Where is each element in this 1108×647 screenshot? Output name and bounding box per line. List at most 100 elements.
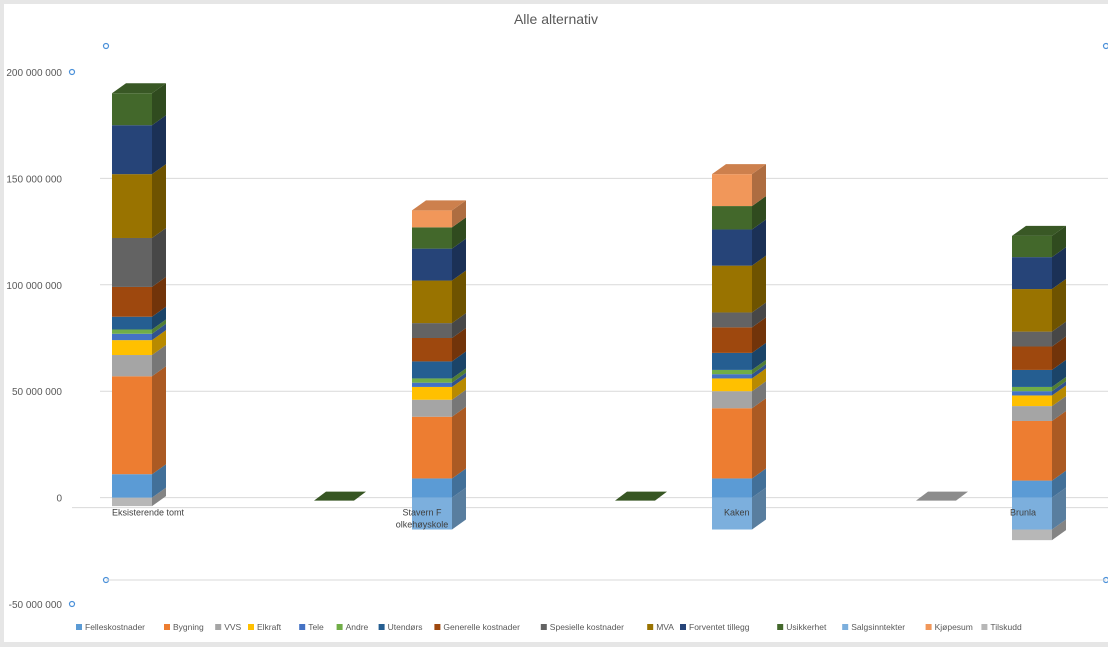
bar-stack <box>1012 226 1066 540</box>
bar-front <box>412 387 452 400</box>
bar-segment <box>1012 411 1066 481</box>
bar-front <box>412 478 452 497</box>
bar-front <box>712 370 752 374</box>
legend-label: MVA <box>656 622 674 632</box>
legend-label: Tilskudd <box>990 622 1022 632</box>
bar-front <box>412 227 452 248</box>
legend-swatch <box>248 624 254 630</box>
bar-segment <box>712 398 766 478</box>
bar-front <box>712 229 752 265</box>
legend-swatch <box>434 624 440 630</box>
legend-label: Bygning <box>173 622 204 632</box>
bar-front <box>112 287 152 317</box>
bar-front <box>412 323 452 338</box>
selection-handle <box>70 602 75 607</box>
bar-segment <box>112 366 166 474</box>
x-tick-label: Brunla <box>1010 508 1036 518</box>
bar-front <box>1012 391 1052 395</box>
legend-item: Generelle kostnader <box>434 622 520 632</box>
bar-front <box>112 93 152 125</box>
bar-front <box>712 174 752 206</box>
legend-item: Salgsinntekter <box>842 622 905 632</box>
y-tick-label: 100 000 000 <box>6 281 62 292</box>
legend-label: Andre <box>346 622 369 632</box>
legend-label: Spesielle kostnader <box>550 622 624 632</box>
x-tick-label: Kaken <box>724 508 750 518</box>
legend-label: Kjøpesum <box>935 622 973 632</box>
legend-label: Generelle kostnader <box>443 622 520 632</box>
bar-front <box>412 338 452 361</box>
legend-swatch <box>981 624 987 630</box>
bar-front <box>1012 406 1052 421</box>
bar-front <box>112 238 152 287</box>
bar-front <box>712 312 752 327</box>
bar-side <box>752 256 766 313</box>
bar-stack <box>712 164 766 529</box>
y-tick-label: 200 000 000 <box>6 68 62 79</box>
legend-label: Usikkerhet <box>786 622 827 632</box>
y-tick-label: 0 <box>56 494 62 505</box>
bar-front <box>112 125 152 174</box>
chart-background <box>4 4 1108 642</box>
bar-side <box>152 115 166 174</box>
selection-handle <box>104 44 109 49</box>
legend-swatch <box>777 624 783 630</box>
bar-front <box>712 206 752 229</box>
bar-segment <box>412 407 466 479</box>
bar-front <box>1012 236 1052 257</box>
bar-front <box>412 417 452 479</box>
bar-stack <box>112 83 166 506</box>
y-tick-label: -50 000 000 <box>9 600 63 611</box>
bar-side <box>152 366 166 474</box>
bar-front <box>1012 370 1052 387</box>
bar-front <box>412 210 452 227</box>
bar-front <box>112 329 152 333</box>
bar-front <box>1012 395 1052 406</box>
bar-side <box>152 228 166 287</box>
bar-front <box>412 378 452 382</box>
bar-front <box>712 408 752 478</box>
y-tick-label: 50 000 000 <box>12 387 62 398</box>
bar-front <box>412 361 452 378</box>
legend-swatch <box>215 624 221 630</box>
bar-front <box>112 498 152 507</box>
bar-front <box>412 383 452 387</box>
legend-swatch <box>379 624 385 630</box>
bar-front <box>1012 387 1052 391</box>
legend-label: Elkraft <box>257 622 282 632</box>
x-tick-label: olkehøyskole <box>396 520 449 530</box>
bar-front <box>712 374 752 378</box>
bar-stack <box>412 200 466 529</box>
bar-front <box>712 327 752 353</box>
bar-front <box>412 400 452 417</box>
bar-front <box>1012 481 1052 498</box>
bar-front <box>1012 332 1052 347</box>
bar-front <box>112 376 152 474</box>
legend-swatch <box>541 624 547 630</box>
bar-front <box>112 317 152 330</box>
bar-front <box>112 340 152 355</box>
bar-front <box>1012 257 1052 289</box>
chart-title: Alle alternativ <box>514 11 598 27</box>
bar-segment <box>112 164 166 238</box>
bar-front <box>712 378 752 391</box>
bar-side <box>1052 411 1066 481</box>
legend-item: Forventet tillegg <box>680 622 750 632</box>
legend-label: Salgsinntekter <box>851 622 905 632</box>
bar-front <box>112 355 152 376</box>
selection-handle <box>70 70 75 75</box>
legend-label: VVS <box>224 622 241 632</box>
bar-front <box>712 478 752 497</box>
bar-front <box>412 249 452 281</box>
bar-front <box>1012 289 1052 332</box>
bar-front <box>712 266 752 313</box>
bar-side <box>152 164 166 238</box>
bar-front <box>112 334 152 340</box>
legend-item: Felleskostnader <box>76 622 145 632</box>
bar-front <box>1012 421 1052 481</box>
bar-side <box>452 407 466 479</box>
y-tick-label: 150 000 000 <box>6 174 62 185</box>
legend-swatch <box>647 624 653 630</box>
selection-handle <box>1104 44 1108 49</box>
